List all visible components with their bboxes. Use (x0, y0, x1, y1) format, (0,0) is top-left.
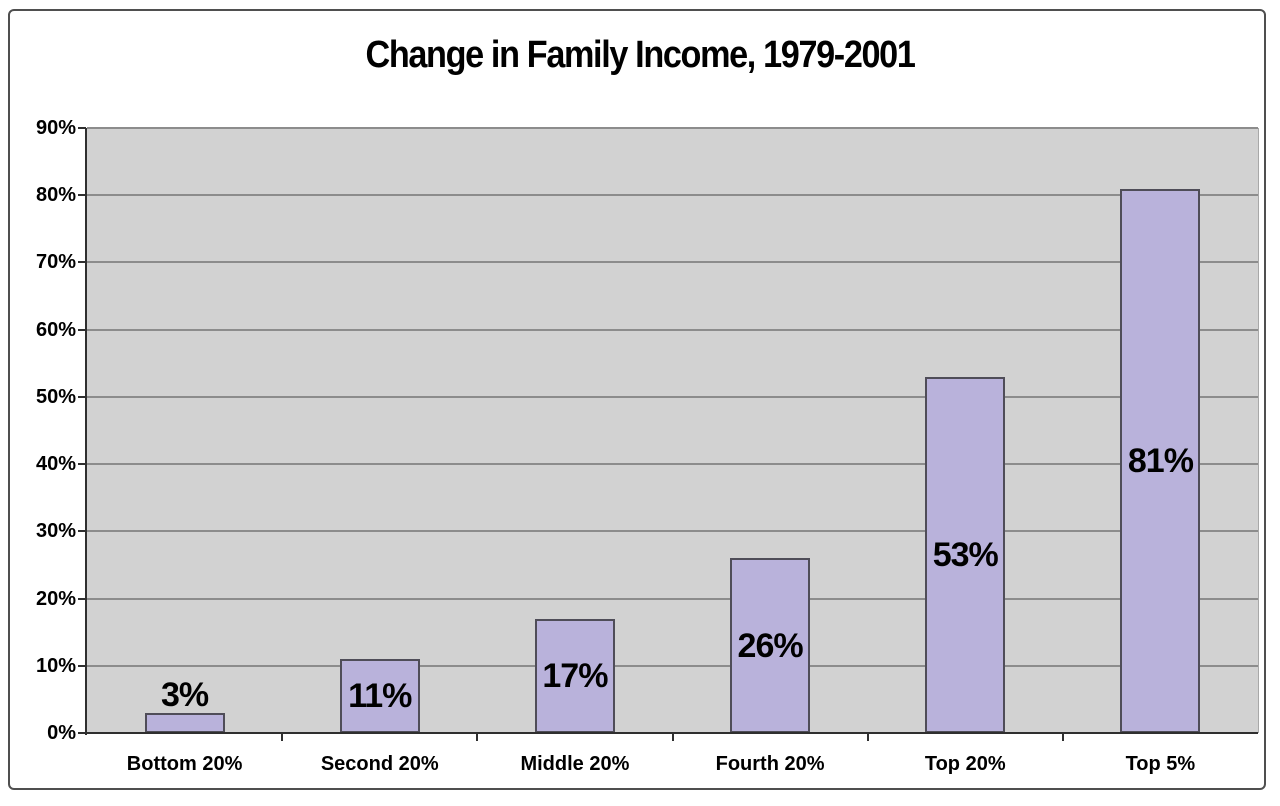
bar-middle-20 (534, 618, 615, 733)
x-category-label-top-5: Top 5% (1125, 753, 1196, 775)
gridline (87, 463, 1258, 466)
y-tick (78, 261, 86, 264)
y-axis-label: 0% (47, 722, 76, 744)
x-category-label-fourth-20: Fourth 20% (715, 753, 825, 775)
bar-value-label-bottom-20: 3% (161, 675, 209, 714)
bar-fourth-20 (730, 558, 811, 733)
y-axis-label: 20% (35, 587, 76, 610)
gridline (87, 194, 1258, 197)
x-tick (281, 733, 284, 741)
y-axis-label: 10% (35, 654, 76, 677)
y-tick (78, 530, 86, 533)
y-tick (78, 127, 86, 129)
bar-value-label-middle-20: 17% (542, 656, 608, 695)
bar-value-label-top-20: 53% (932, 535, 999, 574)
y-axis-label: 50% (35, 385, 76, 408)
x-category-label-second-20: Second 20% (320, 753, 439, 775)
bar-value-label-top-5: 81% (1127, 441, 1194, 480)
y-axis-label: 90% (35, 117, 76, 139)
gridline (87, 328, 1258, 331)
x-tick (671, 733, 674, 741)
plot-area (87, 128, 1259, 733)
y-tick (78, 194, 86, 197)
y-tick (78, 732, 86, 734)
x-tick (866, 733, 869, 741)
bar-value-label-second-20: 11% (348, 677, 412, 716)
y-axis-line (85, 128, 87, 735)
y-axis-label: 80% (35, 184, 76, 207)
y-axis-label: 60% (35, 318, 76, 341)
gridline (87, 395, 1258, 398)
y-tick (78, 597, 86, 600)
x-tick (1061, 733, 1064, 741)
bar-second-20 (339, 659, 420, 733)
x-category-label-top-20: Top 20% (924, 753, 1006, 775)
y-tick (78, 664, 86, 667)
y-axis-label: 70% (35, 251, 76, 274)
y-tick (78, 395, 86, 398)
gridline (87, 127, 1258, 129)
bar-top-20 (925, 376, 1006, 733)
y-axis-label: 30% (35, 520, 76, 543)
bar-bottom-20 (144, 712, 225, 733)
y-axis-label: 40% (35, 453, 76, 476)
x-tick (476, 733, 479, 741)
y-tick (78, 328, 86, 331)
gridline (87, 530, 1258, 533)
gridline (87, 664, 1258, 667)
x-category-label-bottom-20: Bottom 20% (126, 753, 243, 775)
bar-top-5 (1120, 188, 1201, 733)
bar-value-label-fourth-20: 26% (737, 626, 804, 665)
gridline (87, 597, 1258, 600)
y-tick (78, 463, 86, 466)
chart-title: Change in Family Income, 1979-2001 (365, 34, 915, 76)
x-category-label-middle-20: Middle 20% (520, 753, 630, 775)
gridline (87, 261, 1258, 264)
